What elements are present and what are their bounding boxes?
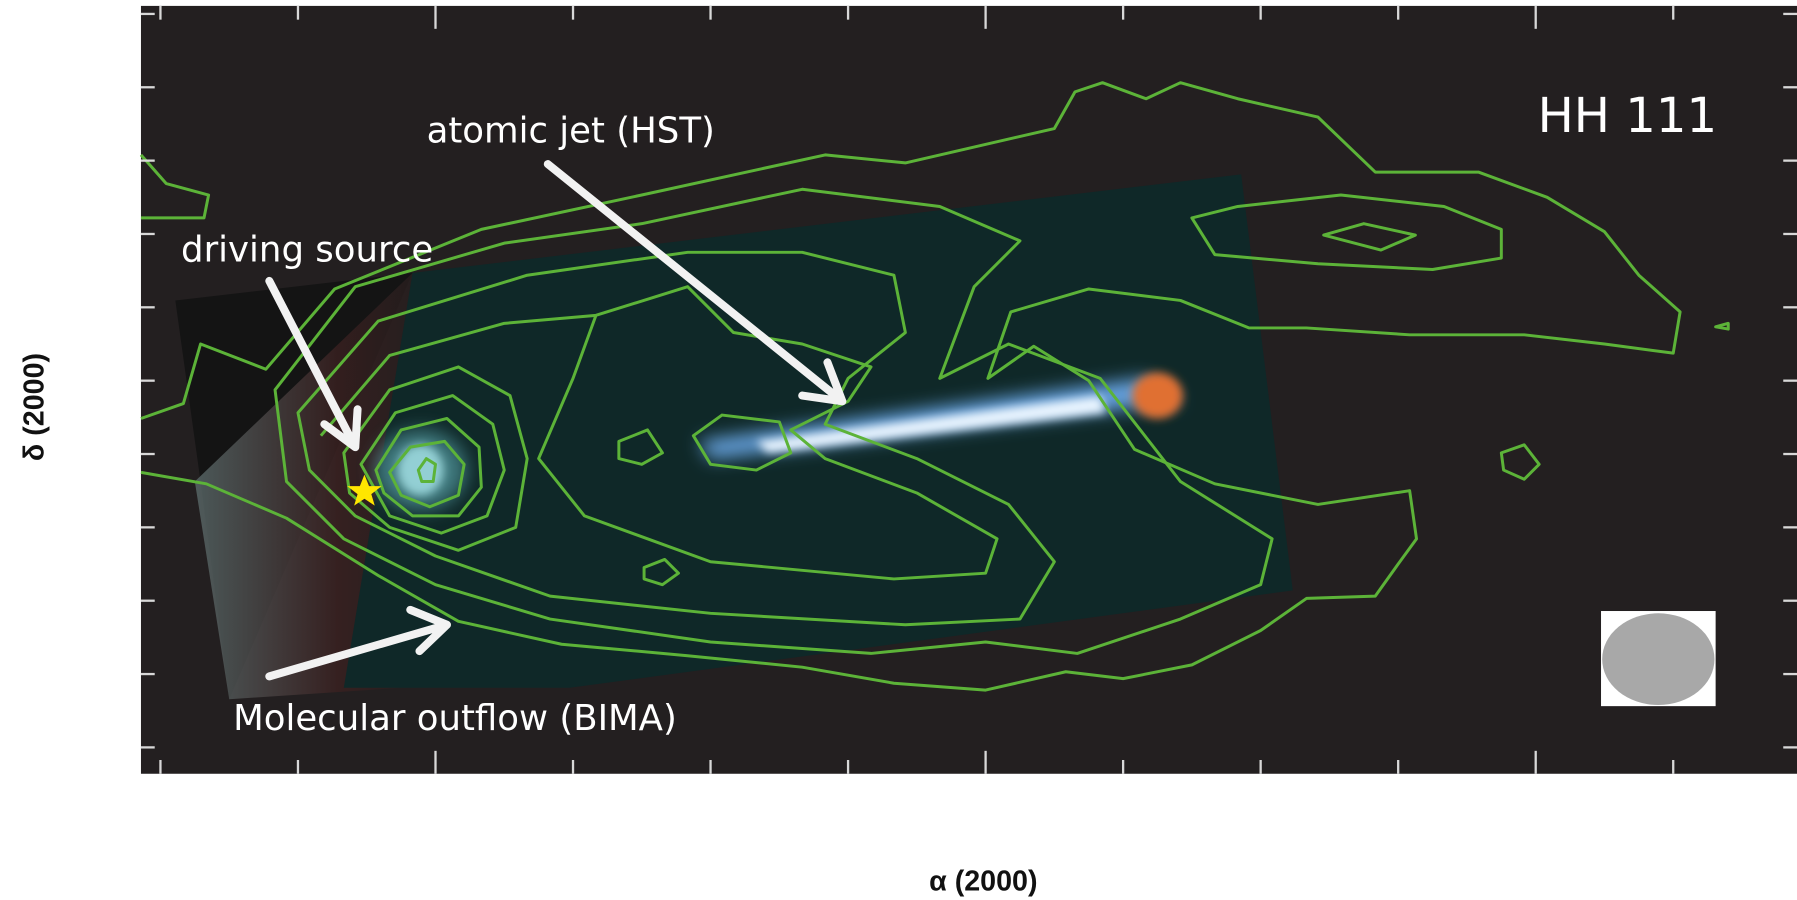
- y-axis-label: δ (2000): [19, 353, 51, 461]
- x-axis-label: α (2000): [929, 866, 1037, 898]
- annotation: atomic jet (HST): [427, 110, 715, 151]
- annotation: driving source: [181, 229, 433, 270]
- figure: HH 111 atomic jet (HST) driving source M…: [0, 0, 1797, 900]
- object-label: HH 111: [1538, 88, 1718, 144]
- page: HH 111 atomic jet (HST) driving source M…: [0, 0, 1797, 900]
- annotation: Molecular outflow (BIMA): [233, 698, 677, 739]
- beam: [1602, 613, 1714, 705]
